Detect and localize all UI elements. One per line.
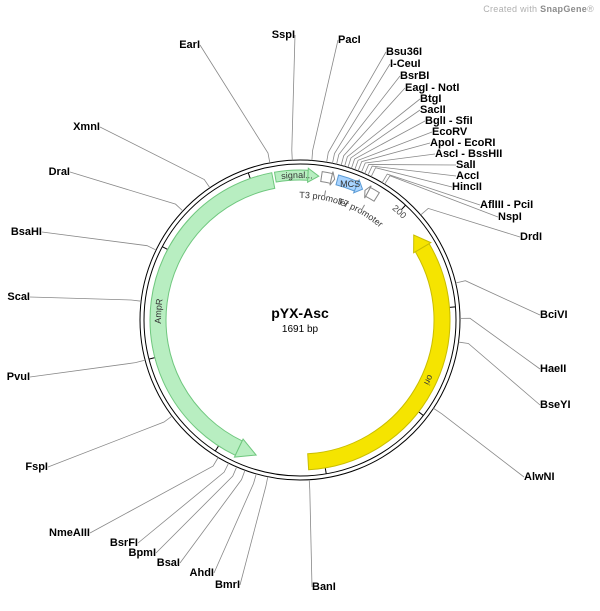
enzyme-label: AflIII - PciI — [480, 199, 533, 211]
enzyme-label: SspI — [272, 29, 295, 41]
enzyme-leader — [358, 143, 430, 171]
enzyme-label: PacI — [338, 34, 361, 46]
enzyme-label: BciVI — [540, 309, 568, 321]
enzyme-label: PvuI — [7, 371, 30, 383]
watermark-brand: SnapGene — [540, 4, 587, 14]
enzyme-label: BsrFI — [110, 537, 138, 549]
enzyme-leader — [456, 281, 540, 315]
enzyme-leader — [200, 45, 270, 163]
plasmid-map: 2004006008001000120014001600oriAmpRsigna… — [0, 0, 600, 611]
enzyme-label: NspI — [498, 211, 522, 223]
enzyme-leader — [42, 232, 156, 250]
enzyme-leader — [368, 166, 456, 176]
enzyme-leader — [240, 477, 268, 585]
watermark: Created with SnapGene® — [483, 4, 594, 14]
enzyme-label: DraI — [49, 166, 70, 178]
enzyme-label: BmrI — [215, 579, 240, 591]
enzyme-leader — [138, 463, 229, 543]
enzyme-leader — [48, 416, 172, 467]
plasmid-name: pYX-Asc — [271, 305, 329, 321]
enzyme-leader — [309, 480, 312, 587]
enzyme-leader — [30, 360, 145, 377]
enzyme-label: XmnI — [73, 121, 100, 133]
enzyme-label: BsrBI — [400, 70, 429, 82]
feature-ori — [308, 244, 450, 470]
enzyme-label: AlwNI — [524, 471, 555, 483]
feature-label-t7p: T7 promoter — [336, 196, 384, 229]
enzyme-label: NmeAIII — [49, 527, 90, 539]
enzyme-label: BsaI — [157, 557, 180, 569]
enzyme-leader — [100, 127, 210, 188]
enzyme-label: Bsu36I — [386, 46, 422, 58]
enzyme-leader — [156, 467, 237, 553]
enzyme-label: BseYI — [540, 399, 571, 411]
enzyme-label: I-CeuI — [390, 58, 421, 70]
enzyme-label: ScaI — [7, 291, 30, 303]
feature-label-mcs: MCS — [340, 179, 360, 189]
feature-label-signal: signal... — [281, 170, 314, 181]
feature-ampR — [150, 173, 275, 456]
feature-label-ampR: AmpR — [153, 298, 165, 324]
enzyme-label: EarI — [179, 39, 200, 51]
enzyme-leader — [433, 408, 524, 477]
enzyme-label: AhdI — [190, 567, 214, 579]
enzyme-leader — [460, 318, 540, 369]
enzyme-leader — [327, 52, 386, 162]
enzyme-label: HaeII — [540, 363, 566, 375]
enzyme-label: FspI — [25, 461, 48, 473]
watermark-prefix: Created with — [483, 4, 540, 14]
enzyme-leader — [365, 165, 456, 174]
enzyme-label: BanI — [312, 581, 336, 593]
enzyme-leader — [30, 297, 141, 301]
enzyme-leader — [458, 342, 540, 405]
enzyme-leader — [292, 35, 295, 160]
enzyme-label: BsaHI — [11, 226, 42, 238]
enzyme-leader — [70, 172, 183, 211]
enzyme-label: DrdI — [520, 231, 542, 243]
enzyme-leader — [180, 470, 245, 563]
plasmid-size: 1691 bp — [282, 324, 319, 335]
enzyme-leader — [90, 457, 218, 533]
enzyme-leader — [337, 76, 400, 164]
enzyme-label: HincII — [452, 181, 482, 193]
